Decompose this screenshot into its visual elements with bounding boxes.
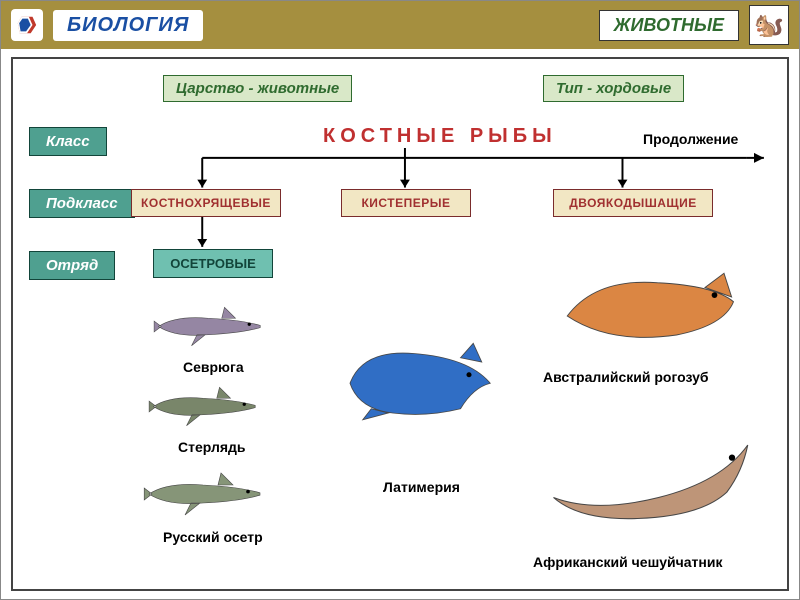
section-label: ЖИВОТНЫЕ <box>614 15 724 35</box>
specimen-image-4 <box>553 254 743 364</box>
specimen-label-3: Латимерия <box>383 479 460 495</box>
section-button[interactable]: ЖИВОТНЫЕ <box>599 10 739 41</box>
subclass-box-1[interactable]: КИСТЕПЕРЫЕ <box>341 189 471 217</box>
diagram-canvas: Царство - животные Тип - хордовые Класс Под… <box>11 57 789 591</box>
specimen-image-1 <box>83 379 323 439</box>
subclass-tab[interactable]: Подкласс <box>29 189 135 218</box>
app-frame: БИОЛОГИЯ ЖИВОТНЫЕ 🐿️ Царство - животные Т… <box>0 0 800 600</box>
specimen-image-5 <box>543 409 753 549</box>
squirrel-glyph: 🐿️ <box>754 11 784 40</box>
class-title: КОСТНЫЕ РЫБЫ <box>323 125 557 148</box>
class-tab[interactable]: Класс <box>29 127 107 156</box>
order-tab[interactable]: Отряд <box>29 251 115 280</box>
specimen-label-4: Австралийский рогозуб <box>543 369 709 385</box>
specimen-label-1: Стерлядь <box>178 439 246 455</box>
specimen-label-0: Севрюга <box>183 359 244 375</box>
logo-icon <box>11 9 43 41</box>
app-title: БИОЛОГИЯ <box>53 10 203 41</box>
specimen-image-3 <box>333 289 503 474</box>
subclass-box-0[interactable]: КОСТНОХРЯЩЕВЫЕ <box>131 189 281 217</box>
subclass-box-2[interactable]: ДВОЯКОДЫШАЩИЕ <box>553 189 713 217</box>
specimen-image-0 <box>93 299 323 359</box>
specimen-label-5: Африканский чешуйчатник <box>533 554 722 570</box>
kingdom-tab[interactable]: Царство - животные <box>163 75 352 102</box>
phylum-tab[interactable]: Тип - хордовые <box>543 75 684 102</box>
topbar: БИОЛОГИЯ ЖИВОТНЫЕ 🐿️ <box>1 1 799 49</box>
squirrel-icon[interactable]: 🐿️ <box>749 5 789 45</box>
continue-label: Продолжение <box>643 131 738 147</box>
specimen-image-2 <box>73 464 333 529</box>
app-title-text: БИОЛОГИЯ <box>67 14 189 36</box>
specimen-label-2: Русский осетр <box>163 529 263 545</box>
order-box-0[interactable]: ОСЕТРОВЫЕ <box>153 249 273 278</box>
